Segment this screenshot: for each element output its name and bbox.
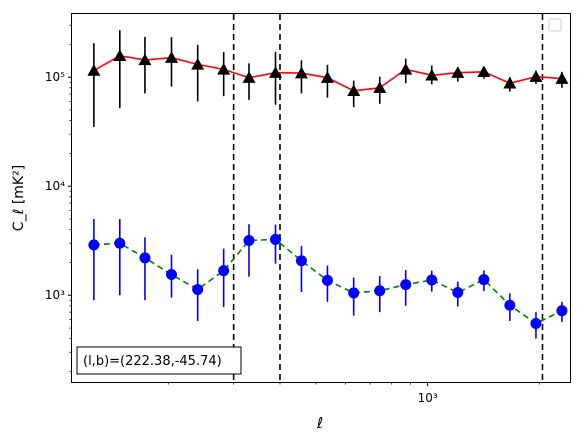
data-point-circle <box>374 285 386 297</box>
data-point-triangle <box>191 57 205 70</box>
data-point-triangle <box>113 49 127 62</box>
data-point-triangle <box>268 66 282 78</box>
data-point-triangle <box>165 51 179 63</box>
data-point-triangle <box>138 53 152 66</box>
data-point-circle <box>400 279 412 291</box>
data-point-circle <box>166 268 178 280</box>
data-point-triangle <box>294 66 308 79</box>
data-point-triangle <box>320 71 334 83</box>
data-point-circle <box>478 274 490 286</box>
y-tick-label: 10⁴ <box>45 179 65 193</box>
data-point-circle <box>218 265 230 277</box>
data-point-circle <box>556 305 568 317</box>
legend <box>548 18 562 32</box>
data-point-circle <box>504 299 516 311</box>
data-point-circle <box>243 234 255 246</box>
vertical-marker-lines <box>232 14 544 382</box>
data-point-triangle <box>242 71 256 83</box>
data-point-triangle <box>477 65 491 78</box>
data-point-triangle <box>87 64 101 76</box>
data-point-triangle <box>217 62 231 75</box>
y-axis-label: C_ℓ [mK²] <box>11 165 27 231</box>
plot-frame <box>71 13 571 383</box>
series-layer <box>87 30 569 339</box>
data-point-circle <box>269 233 281 245</box>
data-point-triangle <box>347 84 361 97</box>
annotation-text: (l,b)=(222.38,-45.74) <box>83 354 222 369</box>
data-point-circle <box>321 274 333 286</box>
data-point-circle <box>295 255 307 267</box>
data-point-circle <box>114 237 126 249</box>
data-point-circle <box>348 287 360 299</box>
coordinate-annotation: (l,b)=(222.38,-45.74) <box>76 346 242 375</box>
annotation-box <box>76 346 242 375</box>
x-tick-label: 10³ <box>418 391 438 405</box>
data-point-circle <box>88 239 100 251</box>
data-point-circle <box>452 286 464 298</box>
data-point-triangle <box>399 62 413 75</box>
data-point-circle <box>192 283 204 295</box>
data-point-circle <box>139 252 151 264</box>
data-point-circle <box>426 274 438 286</box>
data-point-triangle <box>555 72 569 84</box>
data-point-circle <box>530 318 542 330</box>
y-tick-label: 10⁵ <box>45 70 65 84</box>
legend-box <box>548 18 562 32</box>
axis-ticks: 10³ 10³ 10⁴ 10⁵ <box>45 24 540 405</box>
data-point-triangle <box>373 81 387 93</box>
y-tick-label: 10³ <box>45 288 65 302</box>
data-point-triangle <box>425 68 439 81</box>
data-point-triangle <box>503 76 517 89</box>
data-point-triangle <box>451 66 465 78</box>
data-point-triangle <box>529 70 543 82</box>
x-axis-label: ℓ <box>316 414 323 432</box>
